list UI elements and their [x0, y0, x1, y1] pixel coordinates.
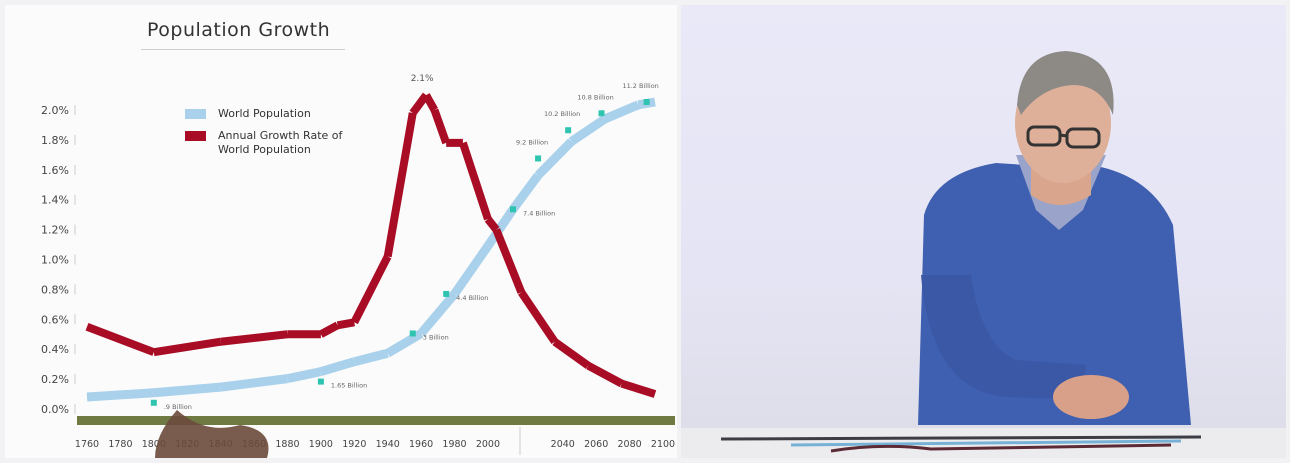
presenter-figure: [681, 51, 1286, 458]
x-tick-label: 2100: [651, 439, 675, 450]
x-tick-label: 1900: [309, 439, 333, 450]
growth-rate-line-segment: [383, 112, 417, 258]
presenter-video: [681, 5, 1286, 458]
x-tick-label: 1800: [142, 439, 166, 450]
y-tick-label: 0.6%: [41, 313, 69, 326]
legend-item-growth-rate: Annual Growth Rate of World Population: [185, 129, 348, 157]
population-milestone-label: 1.65 Billion: [331, 382, 367, 390]
title-underline: [141, 49, 345, 50]
y-tick-label: 2.0%: [41, 104, 69, 117]
growth-rate-line-segment: [552, 338, 591, 369]
peak-rate-label: 2.1%: [411, 74, 434, 84]
chart-legend: World Population Annual Growth Rate of W…: [185, 107, 348, 165]
y-tick-label: 1.6%: [41, 164, 69, 177]
y-tick-label: 0.2%: [41, 373, 69, 386]
population-growth-chart: 0.0% 0.2% 0.4% 0.6% 0.8% 1.0% 1.2% 1.4% 1.6% 1.8%…: [41, 74, 675, 458]
y-tick-label: 0.0%: [41, 403, 69, 416]
legend-item-world-population: World Population: [185, 107, 348, 121]
population-line-segment: [417, 291, 458, 337]
population-line-segment: [319, 357, 356, 376]
population-line-segment: [286, 367, 322, 384]
y-tick-label: 1.8%: [41, 134, 69, 147]
population-milestone-marker: [409, 330, 416, 337]
population-line-segment: [534, 138, 575, 179]
population-milestone-label: 7.4 Billion: [523, 209, 555, 217]
x-tick-label: 1980: [442, 439, 466, 450]
x-axis-band: [77, 416, 675, 425]
legend-swatch-growth-rate: [185, 131, 206, 141]
population-line-segment: [603, 100, 641, 124]
population-milestone-label: 10.8 Billion: [577, 93, 613, 101]
population-milestone-marker: [150, 399, 157, 406]
population-milestone-marker: [535, 155, 542, 162]
y-tick-label: 1.0%: [41, 254, 69, 267]
population-line-segment: [568, 115, 608, 146]
population-milestone-marker: [643, 99, 650, 105]
x-tick-label: 1780: [108, 439, 132, 450]
population-milestone-label: .9 Billion: [164, 403, 192, 411]
population-line-segment: [86, 388, 155, 402]
growth-rate-line-segment: [350, 254, 392, 325]
pointing-hand: [155, 410, 269, 458]
x-tick-label: 2080: [617, 439, 641, 450]
growth-rate-line-segment: [518, 290, 559, 344]
x-tick-label: 1760: [75, 439, 99, 450]
growth-rate-line-segment: [492, 228, 526, 294]
growth-rate-line-segment: [153, 337, 222, 357]
presentation-board: Population Growth 0.0% 0.2% 0.4% 0.6% 0.8% 1.…: [5, 5, 677, 458]
population-milestone-label: 4.4 Billion: [456, 294, 488, 302]
population-line-segment: [385, 329, 424, 358]
y-tick-label: 0.4%: [41, 343, 69, 356]
population-milestone-marker: [565, 127, 572, 134]
y-tick-label: 1.2%: [41, 224, 69, 237]
legend-label-world-population: World Population: [218, 107, 311, 120]
population-milestone-label: 9.2 Billion: [516, 138, 548, 146]
population-line-segment: [353, 348, 389, 367]
population-line-segment: [220, 374, 289, 392]
y-tick-label: 1.4%: [41, 194, 69, 207]
growth-rate-line-segment: [430, 108, 450, 145]
growth-rate-line-segment: [620, 379, 657, 398]
population-line-segment: [484, 206, 517, 249]
population-line-segment: [509, 172, 542, 212]
growth-rate-line-segment: [586, 362, 624, 388]
x-tick-label: 1960: [409, 439, 433, 450]
x-tick-label: 2000: [476, 439, 500, 450]
growth-rate-line-segment: [220, 330, 288, 346]
population-milestone-marker: [317, 378, 324, 385]
population-line-segment: [450, 243, 492, 297]
population-line-segment: [153, 382, 222, 398]
growth-rate-line-segment: [422, 93, 438, 112]
x-tick-label: 2060: [584, 439, 608, 450]
chart-title: Population Growth: [147, 19, 331, 41]
y-tick-label: 0.8%: [41, 283, 69, 296]
population-milestone-label: 10.2 Billion: [544, 110, 580, 118]
legend-swatch-world-population: [185, 109, 206, 119]
population-milestone-label: 3 Billion: [423, 333, 449, 341]
growth-rate-line-segment: [459, 141, 492, 221]
x-tick-label: 1920: [342, 439, 366, 450]
population-milestone-label: 11.2 Billion: [622, 82, 658, 90]
population-milestone-marker: [510, 206, 516, 213]
growth-rate-line-segment: [336, 318, 355, 330]
population-milestone-marker: [598, 110, 605, 117]
x-tick-label: 1880: [275, 439, 299, 450]
population-milestone-marker: [443, 290, 450, 297]
growth-rate-line-segment: [484, 216, 500, 233]
x-tick-label: 2040: [551, 439, 575, 450]
growth-rate-line-segment: [85, 323, 156, 356]
x-tick-label: 1940: [376, 439, 400, 450]
legend-label-growth-rate: Annual Growth Rate of World Population: [218, 129, 343, 156]
growth-rate-line-segment: [318, 321, 340, 338]
